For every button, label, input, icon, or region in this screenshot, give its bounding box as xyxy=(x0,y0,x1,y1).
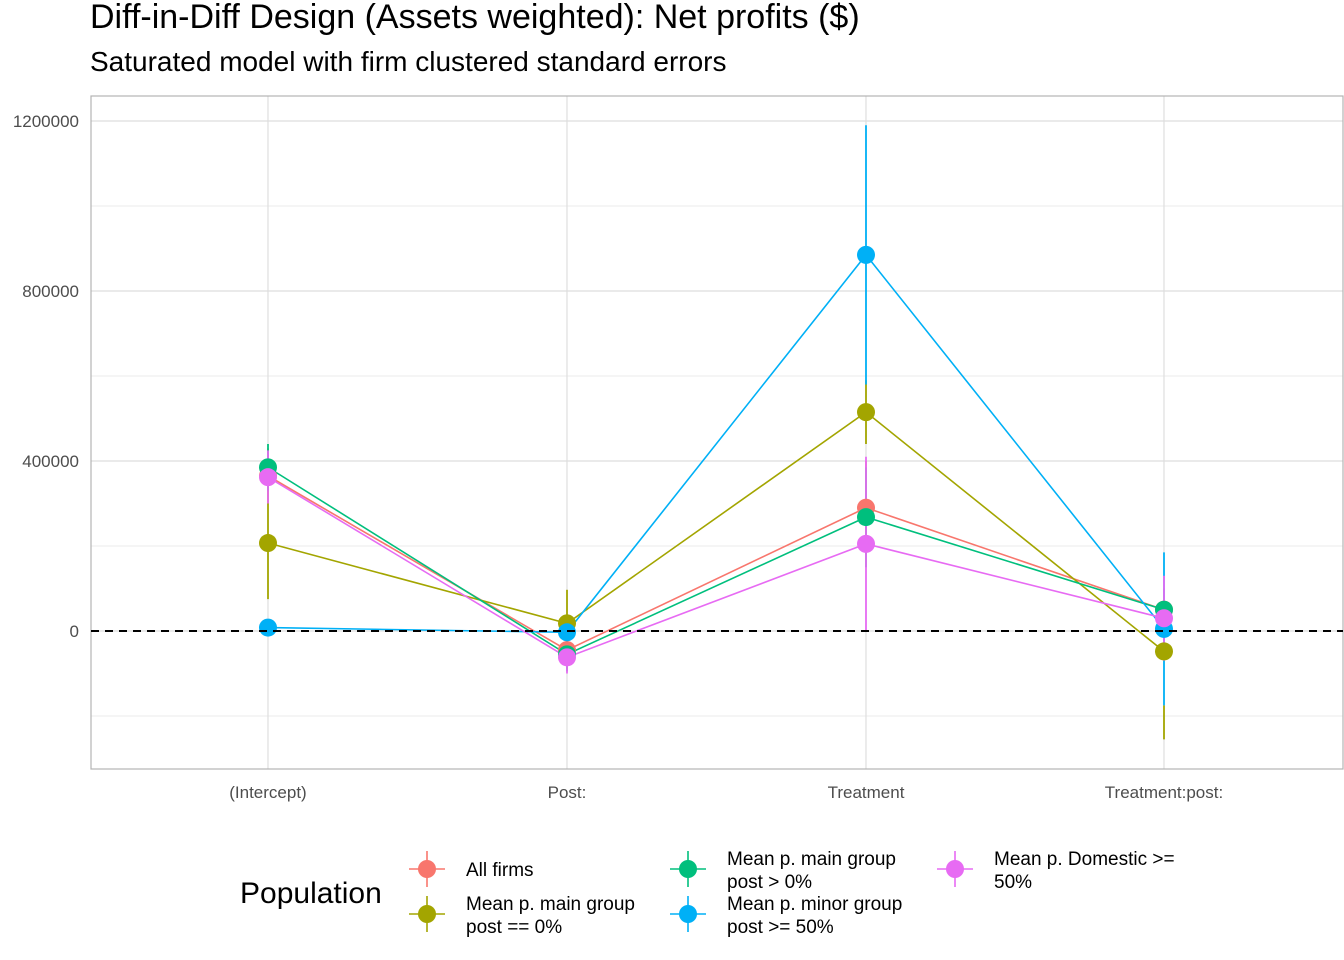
plot-panel-border xyxy=(90,95,1344,770)
data-point xyxy=(259,468,277,487)
series-line xyxy=(267,253,1165,634)
series-line xyxy=(267,476,1165,659)
legend-entry-label: 50% xyxy=(994,872,1032,893)
chart-subtitle: Saturated model with firm clustered stan… xyxy=(90,46,727,77)
legend-key-point xyxy=(679,860,697,878)
series-line xyxy=(267,475,1165,652)
data-point xyxy=(857,403,875,422)
legend-key-point xyxy=(418,905,436,923)
data-point xyxy=(558,648,576,667)
legend-entry-label: post > 0% xyxy=(727,872,812,893)
y-tick-label: 800000 xyxy=(22,282,79,301)
x-tick-label: Treatment:post: xyxy=(1105,783,1223,802)
legend-key-point xyxy=(679,905,697,923)
legend-entry-label: Mean p. main group xyxy=(466,894,635,915)
x-tick-label: (Intercept) xyxy=(229,783,306,802)
data-point xyxy=(1155,642,1173,661)
y-tick-label: 400000 xyxy=(22,452,79,471)
legend-entry-label: post >= 50% xyxy=(727,917,834,938)
legend-entry-label: Mean p. main group xyxy=(727,849,896,870)
legend-title: Population xyxy=(240,877,382,910)
data-point xyxy=(857,245,875,264)
legend-entry-label: post == 0% xyxy=(466,917,562,938)
x-tick-label: Treatment xyxy=(828,783,905,802)
y-tick-label: 0 xyxy=(70,622,79,641)
data-point xyxy=(1155,609,1173,628)
data-point xyxy=(259,618,277,637)
y-tick-label: 1200000 xyxy=(13,112,79,131)
legend-key-point xyxy=(946,860,964,878)
series-line xyxy=(267,466,1165,656)
data-point xyxy=(857,534,875,553)
chart-title: Diff-in-Diff Design (Assets weighted): N… xyxy=(90,0,860,36)
x-tick-label: Post: xyxy=(548,783,587,802)
data-point xyxy=(558,623,576,642)
legend-entry-label: Mean p. Domestic >= xyxy=(994,849,1175,870)
series-line xyxy=(267,411,1165,653)
data-point xyxy=(259,534,277,553)
legend-entry-label: Mean p. minor group xyxy=(727,894,902,915)
data-point xyxy=(857,508,875,527)
legend-key-point xyxy=(418,860,436,878)
legend-entry-label: All firms xyxy=(466,860,534,881)
